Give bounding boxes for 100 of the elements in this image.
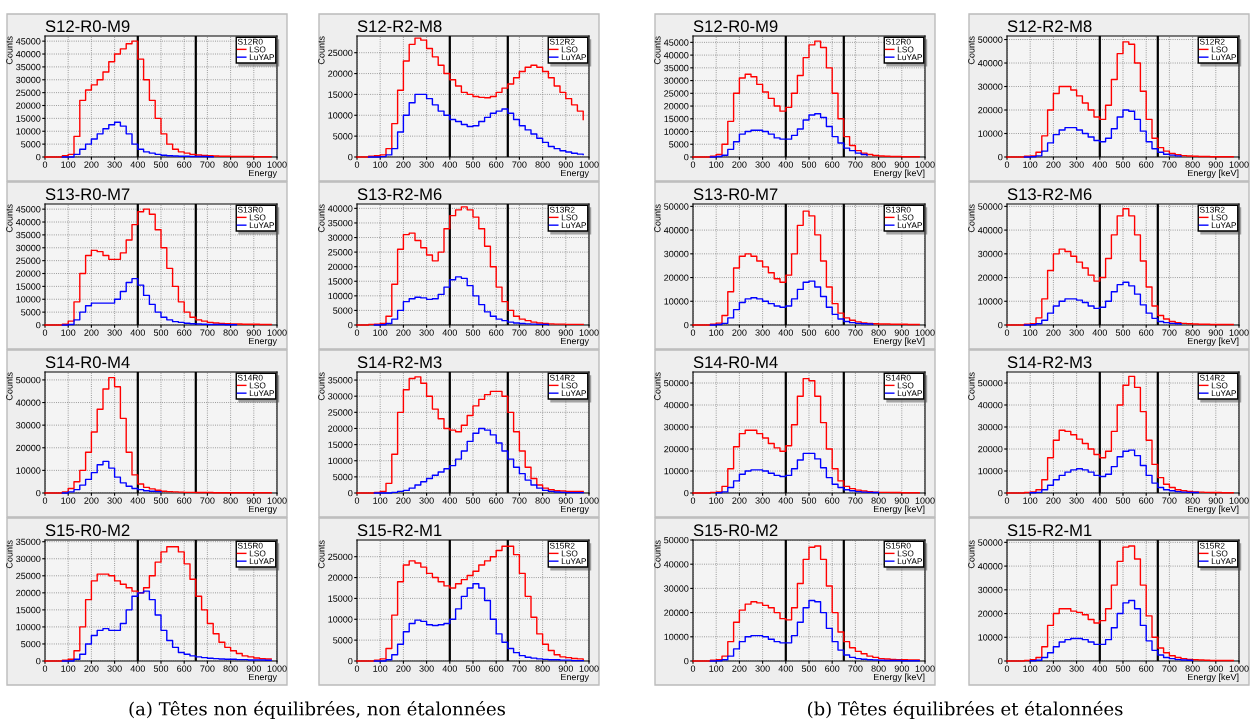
- y-tick-label: 20000: [328, 263, 353, 271]
- x-tick-label: 100: [1023, 497, 1038, 504]
- x-tick-label: 500: [153, 665, 169, 672]
- x-tick-label: 900: [894, 329, 909, 336]
- y-axis-title: Counts: [318, 540, 325, 569]
- x-tick-label: 100: [61, 497, 76, 504]
- chart-title: S14-R2-M3: [357, 356, 442, 369]
- y-axis-title: Counts: [6, 540, 13, 569]
- x-tick-label: 400: [1092, 329, 1107, 336]
- chart-title: S12-R2-M8: [1007, 20, 1092, 33]
- y-tick-label: 10000: [978, 634, 1003, 641]
- legend-label: LSO: [1211, 550, 1228, 557]
- x-tick-label: 700: [1162, 329, 1177, 336]
- y-tick-label: 20000: [664, 274, 689, 281]
- y-tick-label: 35000: [328, 219, 353, 227]
- legend-label: LSO: [1211, 46, 1228, 53]
- x-axis-title: Energy [keV]: [1188, 505, 1239, 514]
- legend-label: LSO: [249, 550, 266, 557]
- x-tick-label: 0: [690, 665, 696, 672]
- x-tick-label: 0: [354, 161, 360, 168]
- y-tick-label: 10000: [16, 296, 41, 303]
- x-tick-label: 500: [465, 497, 481, 504]
- x-tick-label: 400: [442, 161, 457, 168]
- legend-label: LuYAP: [561, 54, 587, 61]
- x-axis-title: Energy [keV]: [874, 337, 925, 346]
- legend-title: S14R0: [237, 374, 263, 381]
- x-tick-label: 400: [130, 665, 145, 672]
- y-tick-label: 10000: [664, 633, 689, 641]
- x-tick-label: 600: [1139, 665, 1154, 672]
- y-axis-title: Counts: [654, 372, 661, 401]
- x-tick-label: 1000: [915, 665, 935, 672]
- y-tick-label: 30000: [328, 393, 353, 400]
- y-tick-label: 0: [998, 153, 1003, 161]
- x-tick-label: 300: [755, 665, 770, 672]
- x-tick-label: 800: [1185, 665, 1200, 672]
- legend-label: LuYAP: [897, 558, 923, 565]
- y-tick-label: 30000: [664, 77, 689, 84]
- y-tick-label: 45000: [663, 39, 689, 46]
- y-tick-label: 20000: [978, 274, 1003, 281]
- y-tick-label: 25000: [328, 49, 353, 57]
- x-tick-label: 500: [153, 329, 169, 336]
- y-tick-label: 30000: [16, 422, 41, 429]
- legend-label: LSO: [561, 46, 578, 53]
- chart-title: S14-R0-M4: [45, 356, 130, 369]
- x-tick-label: 1000: [1229, 329, 1249, 336]
- y-tick-label: 0: [348, 657, 353, 665]
- x-tick-label: 600: [177, 497, 192, 504]
- x-tick-label: 1000: [1229, 161, 1249, 168]
- y-tick-label: 10000: [978, 130, 1003, 137]
- x-tick-label: 700: [200, 497, 215, 504]
- x-tick-label: 400: [778, 329, 793, 336]
- x-tick-label: 500: [801, 329, 817, 336]
- y-tick-label: 40000: [663, 561, 689, 568]
- text: (b) Têtes équilibrées et étalonnées: [807, 700, 1123, 720]
- x-tick-label: 700: [1162, 161, 1177, 168]
- legend-label: LuYAP: [1211, 222, 1237, 229]
- x-tick-label: 700: [1162, 665, 1177, 672]
- chart-title: S14-R2-M3: [1007, 356, 1092, 369]
- x-tick-label: 500: [465, 665, 481, 672]
- x-tick-label: 100: [1023, 665, 1038, 672]
- y-tick-label: 40000: [977, 563, 1003, 570]
- y-tick-label: 40000: [977, 227, 1003, 234]
- x-tick-label: 1000: [579, 161, 599, 168]
- x-tick-label: 400: [130, 329, 145, 336]
- x-tick-label: 300: [107, 161, 122, 168]
- legend-label: LSO: [1211, 382, 1228, 389]
- chart-title: S14-R0-M4: [693, 356, 778, 369]
- y-tick-label: 15000: [328, 441, 353, 448]
- x-tick-label: 900: [558, 665, 573, 672]
- x-tick-label: 0: [354, 497, 360, 504]
- y-tick-label: 0: [998, 321, 1003, 329]
- x-tick-label: 800: [871, 329, 886, 336]
- x-tick-label: 100: [709, 161, 724, 168]
- x-tick-label: 900: [1208, 665, 1223, 672]
- x-tick-label: 200: [396, 329, 411, 336]
- y-tick-label: 50000: [664, 379, 689, 387]
- x-axis-title: Energy: [561, 673, 589, 682]
- chart-title: S13-R0-M7: [693, 188, 778, 201]
- y-tick-label: 10000: [16, 467, 41, 474]
- x-tick-label: 800: [871, 497, 886, 504]
- x-tick-label: 100: [709, 329, 724, 336]
- x-tick-label: 900: [558, 497, 573, 504]
- x-tick-label: 1000: [915, 329, 935, 336]
- x-tick-label: 400: [130, 497, 145, 504]
- x-tick-label: 1000: [579, 665, 599, 672]
- y-tick-label: 5000: [333, 307, 353, 314]
- x-tick-label: 800: [223, 665, 238, 672]
- x-tick-label: 300: [1069, 497, 1084, 504]
- legend-label: LuYAP: [561, 390, 587, 397]
- x-tick-label: 300: [1069, 665, 1084, 672]
- x-tick-label: 1000: [915, 161, 935, 168]
- x-tick-label: 600: [489, 665, 504, 672]
- y-tick-label: 40000: [663, 227, 689, 234]
- legend-title: S12R0: [237, 38, 263, 45]
- x-axis-title: Energy: [561, 169, 589, 178]
- chart-title: S12-R0-M9: [693, 20, 778, 33]
- x-tick-label: 400: [778, 665, 793, 672]
- y-tick-label: 45000: [15, 206, 41, 213]
- y-tick-label: 5000: [669, 141, 689, 148]
- x-tick-label: 600: [489, 497, 504, 504]
